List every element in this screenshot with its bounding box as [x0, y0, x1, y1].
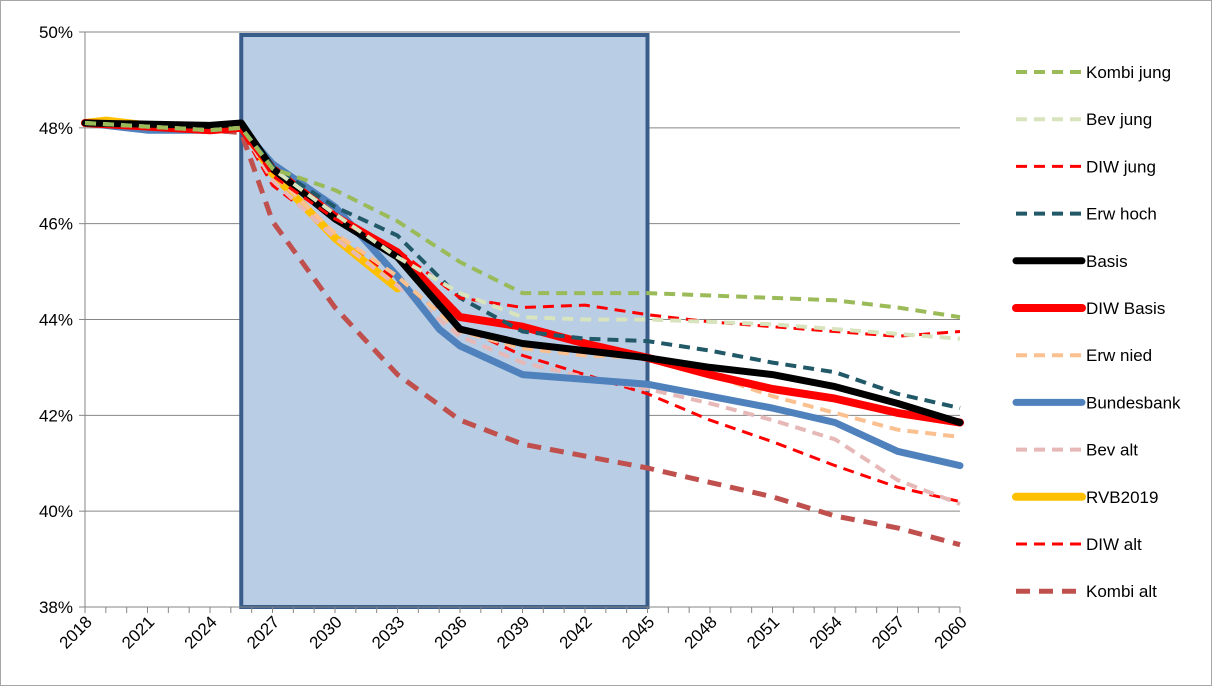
legend-label: DIW Basis	[1086, 299, 1165, 318]
x-tick-label: 2054	[806, 612, 846, 652]
series-layer	[81, 116, 964, 548]
y-tick-label: 40%	[39, 502, 73, 521]
series-line-erw-hoch	[84, 121, 961, 411]
legend-label: Bev alt	[1086, 441, 1138, 460]
series-line-kombi-jung	[84, 121, 961, 320]
x-tick-label: 2051	[743, 612, 783, 652]
x-tick-label: 2018	[56, 612, 96, 652]
x-tick-label: 2024	[181, 612, 221, 652]
y-tick-label: 50%	[39, 23, 73, 42]
y-tick-label: 42%	[39, 406, 73, 425]
series-line-kombi-alt	[84, 120, 961, 548]
legend-label: Bev jung	[1086, 110, 1152, 129]
axes	[84, 32, 961, 613]
y-tick-label: 46%	[39, 215, 73, 234]
y-axis-tick-labels: 38% 40% 42% 44% 46% 48% 50%	[39, 23, 73, 617]
x-tick-label: 2021	[118, 612, 158, 652]
legend-label: Basis	[1086, 252, 1128, 271]
x-tick-label: 2042	[556, 612, 596, 652]
legend: Kombi jung Bev jung DIW jung Erw hoch Basis D…	[1012, 63, 1181, 601]
x-tick-label: 2045	[618, 612, 658, 652]
y-tick-label: 44%	[39, 311, 73, 330]
legend-label: Kombi jung	[1086, 63, 1171, 82]
legend-label: Bundesbank	[1086, 393, 1181, 412]
x-tick-label: 2033	[368, 612, 408, 652]
legend-label: DIW alt	[1086, 535, 1142, 554]
legend-label: RVB2019	[1086, 488, 1158, 507]
series-line-diw-alt	[84, 121, 961, 504]
series-line-bev-jung	[84, 121, 961, 341]
x-tick-label: 2048	[681, 612, 721, 652]
y-tick-label: 48%	[39, 119, 73, 138]
x-tick-label: 2027	[243, 612, 283, 652]
x-tick-label: 2060	[931, 612, 971, 652]
legend-label: Erw hoch	[1086, 205, 1157, 224]
highlight-box	[239, 33, 650, 609]
legend-label: Erw nied	[1086, 346, 1152, 365]
x-tick-label: 2030	[306, 612, 346, 652]
legend-label: DIW jung	[1086, 157, 1156, 176]
series-line-diw-jung	[84, 121, 961, 338]
x-tick-label: 2036	[431, 612, 471, 652]
y-tick-label: 38%	[39, 598, 73, 617]
series-line-bev-alt	[84, 121, 961, 506]
x-tick-label: 2057	[868, 612, 908, 652]
x-tick-label: 2039	[493, 612, 533, 652]
x-axis-tick-labels: 2018 2021 2024 2027 2030 2033 2036 2039 2042 2045…	[56, 612, 971, 652]
legend-label: Kombi alt	[1086, 582, 1157, 601]
series-line-erw-nied	[84, 121, 961, 439]
